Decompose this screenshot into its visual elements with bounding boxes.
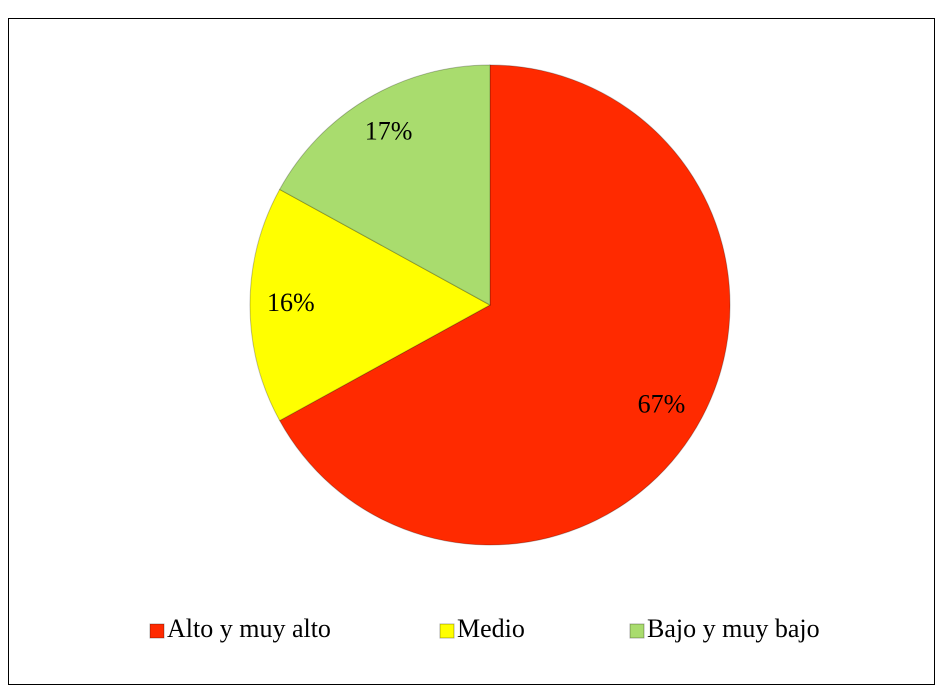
pie-slice [249, 188, 492, 422]
pie-slice [279, 64, 491, 306]
legend-label: Bajo y muy bajo [647, 614, 820, 643]
legend-swatch [149, 623, 165, 639]
legend-label: Medio [457, 614, 525, 643]
legend-swatch [439, 623, 455, 639]
data-label: 16% [267, 288, 315, 317]
legend-swatch [629, 623, 645, 639]
data-label: 67% [638, 389, 686, 418]
data-label: 17% [365, 117, 413, 146]
legend-label: Alto y muy alto [167, 614, 331, 643]
pie-slice [279, 64, 731, 546]
